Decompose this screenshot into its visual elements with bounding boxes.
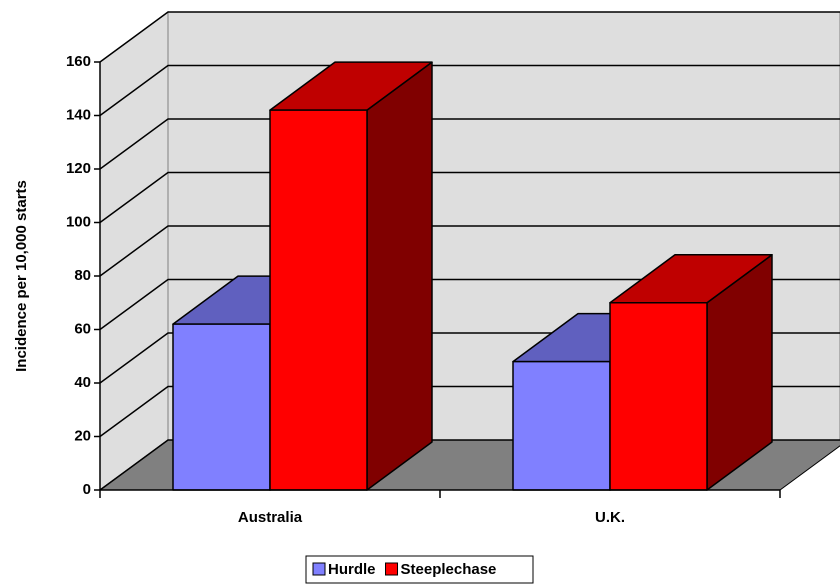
y-tick-label: 100 [66, 213, 91, 230]
legend-label: Hurdle [328, 561, 376, 578]
legend-label: Steeplechase [401, 561, 497, 578]
y-tick-label: 140 [66, 106, 91, 123]
bar-side [366, 61, 433, 491]
grid-line [99, 278, 840, 331]
axes: 0 20 40 60 80 100 120 140 160 Australia U.K. [66, 53, 781, 526]
grid-line [99, 225, 840, 277]
y-tick-label: 160 [66, 53, 91, 70]
grid-line [99, 11, 840, 63]
bars [172, 61, 773, 491]
bar-front [172, 323, 271, 491]
grid-line [99, 171, 840, 224]
y-tick-label: 40 [74, 374, 91, 391]
grid-line [99, 64, 840, 117]
bar [609, 254, 773, 491]
legend-swatch [312, 562, 326, 576]
bar-front [512, 360, 611, 491]
legend: Hurdle Steeplechase [312, 561, 497, 578]
bar-front [269, 109, 368, 491]
legend-swatch [385, 562, 399, 576]
y-tick-label: 120 [66, 160, 91, 177]
legend-box [305, 555, 534, 584]
grid-line [99, 118, 840, 170]
y-tick-label: 80 [74, 267, 91, 284]
bar-front [609, 302, 708, 491]
y-tick-label: 20 [74, 427, 91, 444]
y-tick-label: 0 [83, 481, 91, 498]
x-tick-label: U.K. [595, 509, 625, 526]
y-tick-label: 60 [74, 320, 91, 337]
bar [269, 61, 433, 491]
x-tick-label: Australia [238, 509, 303, 526]
y-axis-label: Incidence per 10,000 starts [13, 180, 30, 372]
